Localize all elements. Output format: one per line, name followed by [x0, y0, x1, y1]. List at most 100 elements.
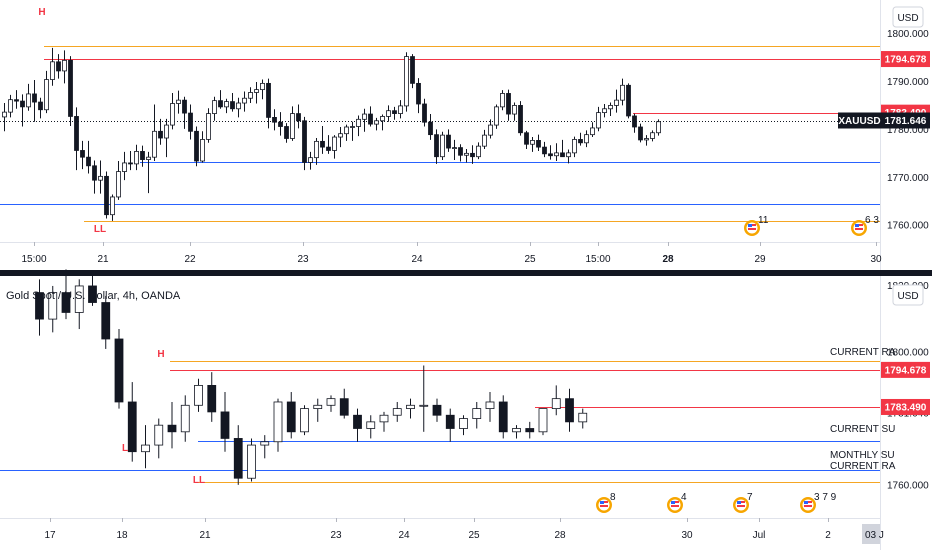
candle	[614, 89, 619, 113]
candle-body	[140, 151, 145, 160]
candle	[458, 144, 463, 162]
annotation-label: LL	[94, 224, 106, 235]
candle	[266, 78, 271, 129]
candle	[374, 117, 379, 131]
price-tag-box	[838, 112, 881, 129]
candle-body	[440, 134, 445, 158]
candle	[338, 126, 343, 148]
event-badge[interactable]: 11	[744, 215, 769, 236]
level-label: CURRENT SU	[830, 424, 895, 435]
candle-body	[446, 134, 451, 149]
candle	[154, 418, 164, 459]
candle	[530, 137, 535, 152]
candle	[254, 81, 259, 104]
candle	[290, 106, 295, 141]
candle-body	[566, 152, 571, 158]
pane-separator[interactable]	[0, 270, 932, 276]
candle-body	[644, 138, 649, 141]
candle	[419, 365, 429, 432]
candle	[380, 114, 385, 131]
candle-body	[578, 412, 588, 423]
top-price-panel[interactable]: H LL	[0, 7, 880, 235]
candle	[320, 126, 325, 154]
top-time-axis[interactable]: 15:00 21 22 23 24 25 15:00 28 29 30	[21, 242, 882, 265]
candle	[386, 105, 391, 122]
candle-body	[536, 140, 541, 148]
candle	[2, 103, 7, 132]
candle-body	[578, 139, 583, 144]
event-badge-count: 8	[610, 492, 616, 503]
candle	[326, 135, 331, 154]
candle-body	[524, 132, 529, 145]
candle-body	[353, 414, 362, 429]
candle	[578, 132, 583, 146]
candle-body	[410, 56, 415, 84]
candle	[220, 392, 230, 452]
candle-body	[332, 136, 337, 151]
candle	[98, 160, 103, 194]
price-tick-label: 1770.000	[887, 173, 929, 184]
candle	[551, 385, 561, 416]
candle-body	[560, 152, 565, 158]
candle-body	[164, 124, 169, 139]
candle-body	[638, 126, 643, 141]
candle	[392, 106, 397, 120]
candle	[273, 398, 283, 452]
candle	[286, 392, 296, 439]
time-tick-label: 25	[468, 530, 480, 541]
event-badge[interactable]: 3 7 9	[800, 492, 837, 513]
currency-box	[892, 6, 924, 28]
event-badge[interactable]: 6 3	[851, 215, 879, 236]
symbol-title[interactable]: Gold Spot / U.S. Dollar, 4h, OANDA	[6, 290, 181, 302]
us-flag-canton	[671, 501, 675, 504]
candle	[512, 425, 521, 439]
event-badges[interactable]: 11 6 3 8 4 7 3 7 9	[596, 215, 879, 513]
bottom-time-axis[interactable]: 17 18 21 23 24 25 28 30 Jul 2 03 J	[44, 518, 884, 544]
candle	[314, 138, 319, 165]
event-badge[interactable]: 8	[596, 492, 616, 513]
event-badge[interactable]: 7	[733, 492, 753, 513]
candle	[498, 395, 508, 439]
candle-body	[300, 408, 309, 433]
us-flag-canton	[600, 501, 604, 504]
candle-body	[114, 338, 124, 403]
price-tag-text: 1783.490	[885, 402, 927, 413]
candle-body	[272, 117, 277, 123]
candle	[488, 119, 493, 139]
candle-body	[154, 424, 164, 446]
candle	[194, 378, 203, 412]
price-tag: 1783.490	[881, 398, 930, 415]
candle	[167, 401, 177, 449]
candle	[128, 150, 133, 171]
time-tick-label: 28	[554, 530, 566, 541]
top-price-axis[interactable]: 1800.000 1790.000 1780.000 1770.000 1760.000…	[887, 6, 929, 232]
event-badge[interactable]: 4	[667, 492, 687, 513]
candle-body	[338, 133, 343, 138]
candle-body	[152, 130, 157, 158]
candle	[485, 392, 495, 422]
candle	[170, 92, 175, 130]
candle	[110, 194, 115, 221]
candle	[122, 151, 127, 181]
price-tick-label: 1760.000	[887, 480, 929, 491]
candle	[608, 102, 613, 116]
candle	[464, 149, 469, 163]
candle	[300, 405, 309, 436]
candle	[233, 425, 243, 485]
candle-body	[207, 384, 217, 413]
candle	[406, 398, 415, 419]
top-level-lines	[0, 46, 880, 222]
candle-body	[230, 101, 235, 110]
candle-body	[386, 110, 391, 117]
candle	[494, 104, 499, 129]
candle-body	[134, 151, 139, 165]
time-tick-label: 24	[398, 530, 410, 541]
candle-body	[127, 401, 137, 453]
candle-body	[632, 115, 637, 128]
candle	[356, 115, 361, 137]
candle-body	[98, 175, 103, 181]
candle-body	[374, 120, 379, 125]
